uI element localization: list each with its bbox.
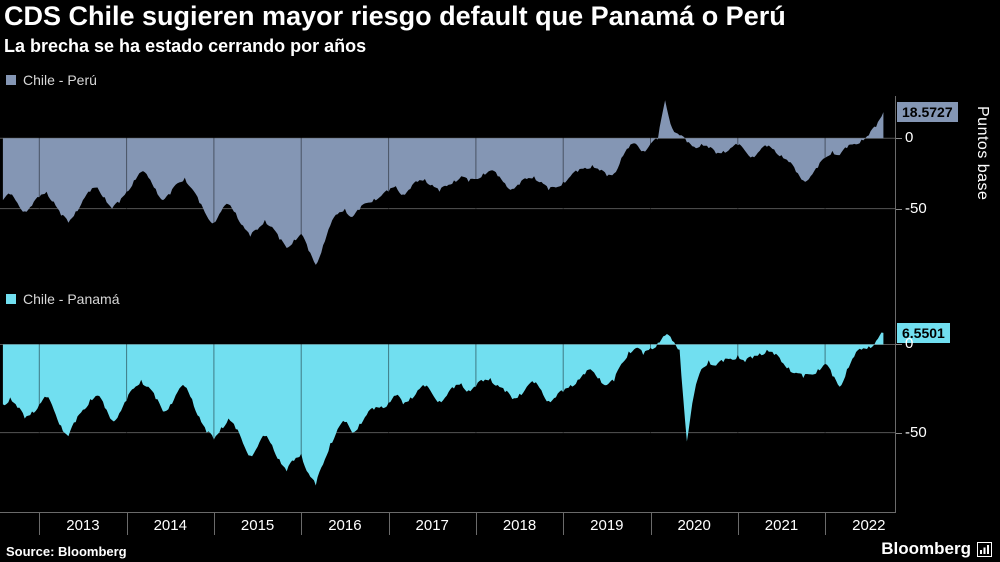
bloomberg-wordmark: Bloomberg bbox=[881, 539, 971, 558]
x-tick-mark bbox=[301, 513, 303, 535]
x-tick-label: 2022 bbox=[852, 517, 886, 534]
x-tick-mark bbox=[825, 513, 827, 535]
legend-label-panama: Chile - Panamá bbox=[23, 291, 120, 307]
last-value-badge-panama: 6.5501 bbox=[897, 322, 950, 343]
x-tick-label: 2013 bbox=[66, 517, 100, 534]
y-tick-mark bbox=[896, 344, 902, 346]
x-tick-mark bbox=[737, 513, 739, 535]
bloomberg-logo-icon bbox=[977, 541, 992, 557]
x-tick-label: 2019 bbox=[590, 517, 624, 534]
legend-chile-peru: Chile - Perú bbox=[6, 72, 97, 88]
x-tick-label: 2015 bbox=[240, 517, 275, 534]
x-tick-label: 2021 bbox=[764, 517, 799, 534]
source-caption: Source: Bloomberg bbox=[6, 544, 127, 559]
chart-panel-panama bbox=[0, 318, 895, 517]
chart-subtitle: La brecha se ha estado cerrando por años bbox=[4, 36, 367, 56]
y-tick-label: 0 bbox=[905, 129, 914, 147]
x-tick-mark bbox=[126, 513, 128, 535]
chart-panel-peru bbox=[0, 96, 895, 291]
x-tick-mark bbox=[213, 513, 215, 535]
y-axis-title: Puntos base bbox=[974, 106, 991, 201]
legend-swatch-panama bbox=[6, 294, 16, 304]
x-tick-label: 2018 bbox=[502, 517, 537, 534]
x-tick-mark bbox=[475, 513, 477, 535]
y-tick-label: 0 bbox=[905, 335, 914, 353]
y-tick-mark bbox=[896, 432, 902, 434]
y-tick-mark bbox=[896, 138, 902, 140]
y-tick-mark bbox=[896, 208, 902, 210]
x-axis-line bbox=[0, 512, 896, 513]
x-tick-label: 2016 bbox=[328, 517, 362, 534]
legend-label-peru: Chile - Perú bbox=[23, 72, 97, 88]
x-tick-label: 2017 bbox=[415, 517, 449, 534]
x-tick-mark bbox=[39, 513, 41, 535]
y-axis-line bbox=[895, 96, 896, 513]
x-tick-label: 2014 bbox=[153, 517, 187, 534]
x-tick-mark bbox=[388, 513, 390, 535]
y-tick-label: -50 bbox=[905, 199, 927, 217]
chart-title: CDS Chile sugieren mayor riesgo default … bbox=[4, 1, 786, 31]
legend-swatch-peru bbox=[6, 75, 16, 85]
legend-chile-panama: Chile - Panamá bbox=[6, 291, 120, 307]
last-value-badge-peru: 18.5727 bbox=[897, 102, 958, 123]
x-tick-label: 2020 bbox=[677, 517, 711, 534]
bloomberg-logo: Bloomberg bbox=[881, 539, 992, 559]
x-tick-mark bbox=[650, 513, 652, 535]
x-tick-mark bbox=[563, 513, 565, 535]
y-tick-label: -50 bbox=[905, 423, 927, 441]
